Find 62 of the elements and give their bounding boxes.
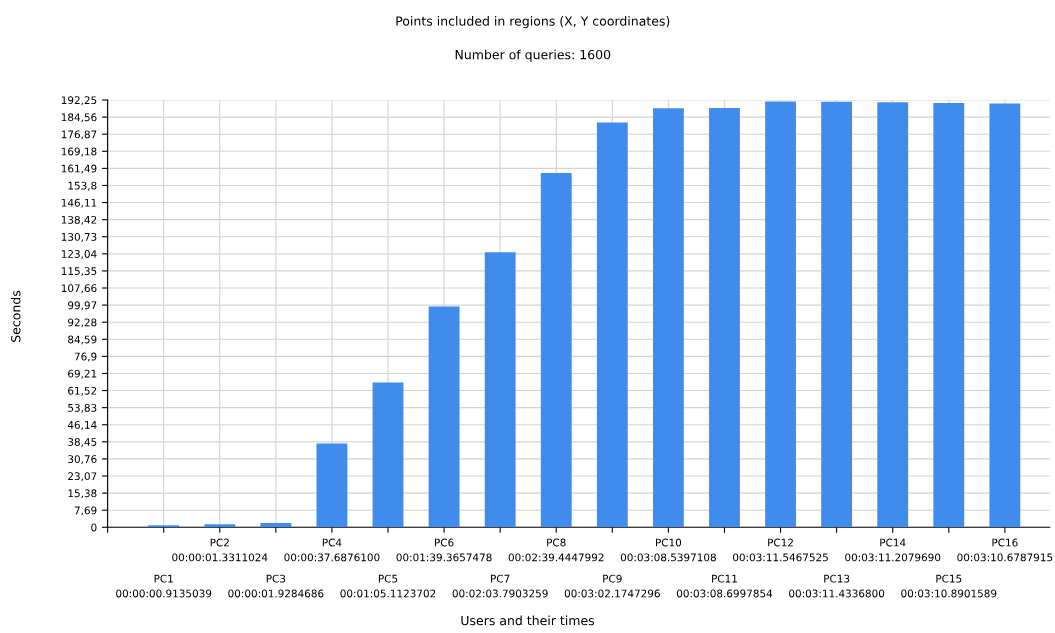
bar: [596, 122, 628, 528]
bar: [148, 525, 180, 528]
y-tick-label: 0: [91, 523, 97, 532]
bar: [821, 101, 853, 528]
chart-title: Points included in regions (X, Y coordinates): [396, 16, 670, 29]
bar: [372, 382, 404, 528]
y-tick-label: 146,11: [61, 198, 97, 208]
y-tick-label: 99,97: [68, 301, 97, 311]
y-tick-label: 138,42: [61, 215, 97, 225]
bar: [428, 306, 460, 528]
y-axis-title: Seconds: [10, 290, 21, 342]
x-tick-label: PC1 00:00:00.9135039: [116, 574, 212, 598]
chart-subtitle: Number of queries: 1600: [455, 49, 611, 62]
x-tick-label: PC4 00:00:37.6876100: [284, 538, 380, 562]
y-tick-label: 38,45: [68, 438, 97, 447]
y-tick-label: 92,28: [68, 318, 97, 328]
y-tick-label: 184,56: [61, 113, 97, 123]
y-tick-label: 61,52: [68, 386, 97, 396]
y-tick-label: 7,69: [74, 506, 97, 516]
x-tick-label: PC13 00:03:11.4336800: [789, 574, 885, 598]
x-tick-label: PC3 00:00:01.9284686: [228, 574, 324, 598]
x-tick-label: PC10 00:03:08.5397108: [620, 538, 716, 562]
bar: [989, 103, 1021, 528]
y-tick-label: 123,04: [61, 250, 97, 259]
y-tick-label: 69,21: [68, 369, 97, 379]
bar: [765, 101, 796, 528]
bar: [204, 524, 236, 528]
x-tick-label: PC7 00:02:03.7903259: [452, 574, 548, 598]
bar: [540, 172, 572, 528]
x-tick-label: PC12 00:03:11.5467525: [732, 538, 828, 562]
bar: [316, 443, 348, 528]
x-tick-label: PC16 00:03:10.6787915: [957, 538, 1053, 562]
bar: [933, 103, 965, 528]
y-tick-label: 30,76: [68, 455, 97, 465]
y-tick-label: 76,9: [74, 352, 97, 362]
y-tick-label: 192,25: [61, 96, 97, 106]
bar: [877, 102, 909, 528]
bar: [484, 252, 516, 528]
y-tick-label: 15,38: [68, 489, 97, 499]
y-tick-label: 107,66: [61, 284, 97, 294]
x-tick-label: PC6 00:01:39.3657478: [396, 538, 492, 562]
y-tick-label: 84,59: [68, 335, 97, 345]
y-tick-label: 46,14: [67, 420, 97, 430]
x-tick-label: PC2 00:00:01.3311024: [172, 538, 268, 562]
y-tick-label: 153,8: [68, 181, 97, 191]
y-tick-label: 169,18: [61, 147, 97, 157]
bar: [652, 108, 684, 528]
x-tick-label: PC14 00:03:11.2079690: [845, 538, 941, 562]
x-tick-label: PC9 00:03:02.1747296: [564, 574, 660, 598]
x-axis-title: Users and their times: [461, 615, 595, 626]
bar: [709, 107, 740, 528]
y-tick-label: 130,73: [61, 232, 97, 242]
y-tick-label: 176,87: [61, 130, 97, 140]
x-tick-label: PC11 00:03:08.6997854: [676, 574, 773, 598]
y-tick-label: 115,35: [61, 267, 97, 277]
bar: [260, 523, 292, 528]
y-tick-label: 53,83: [68, 403, 97, 413]
x-tick-label: PC15 00:03:10.8901589: [901, 574, 997, 598]
y-tick-label: 23,07: [68, 472, 97, 482]
x-tick-label: PC5 00:01:05.1123702: [340, 574, 436, 598]
y-tick-label: 161,49: [61, 164, 97, 174]
x-tick-label: PC8 00:02:39.4447992: [508, 538, 604, 562]
